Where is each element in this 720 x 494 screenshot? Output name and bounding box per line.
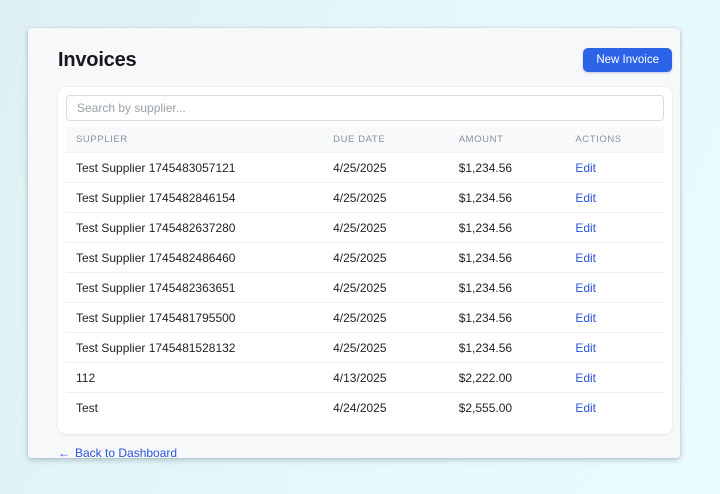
- cell-amount: $1,234.56: [458, 280, 513, 295]
- cell-supplier: Test Supplier 1745483057121: [76, 160, 236, 175]
- header-amount: Amount: [458, 134, 504, 145]
- table-row: 112 4/13/2025 $2,222.00 Edit: [66, 362, 664, 392]
- search-input[interactable]: [66, 95, 664, 121]
- table-header-row: Supplier Due Date Amount Actions: [66, 127, 664, 152]
- table-row: Test Supplier 1745482363651 4/25/2025 $1…: [66, 272, 664, 302]
- cell-supplier: Test Supplier 1745482486460: [76, 250, 236, 265]
- edit-link[interactable]: Edit: [575, 340, 596, 355]
- invoice-table: Supplier Due Date Amount Actions Test Su…: [66, 127, 664, 422]
- page-title: Invoices: [58, 48, 137, 71]
- cell-amount: $1,234.56: [458, 220, 513, 235]
- edit-link[interactable]: Edit: [575, 250, 596, 265]
- edit-link[interactable]: Edit: [575, 160, 596, 175]
- invoices-panel: Supplier Due Date Amount Actions Test Su…: [58, 87, 672, 434]
- cell-due-date: 4/24/2025: [333, 400, 387, 415]
- cell-due-date: 4/25/2025: [333, 340, 387, 355]
- cell-due-date: 4/13/2025: [333, 370, 387, 385]
- table-row: Test Supplier 1745481795500 4/25/2025 $1…: [66, 302, 664, 332]
- card-header: Invoices New Invoice: [58, 43, 672, 77]
- table-row: Test Supplier 1745483057121 4/25/2025 $1…: [66, 152, 664, 182]
- cell-due-date: 4/25/2025: [333, 220, 387, 235]
- cell-supplier: Test Supplier 1745482363651: [76, 280, 236, 295]
- table-row: Test Supplier 1745482846154 4/25/2025 $1…: [66, 182, 664, 212]
- cell-supplier: Test Supplier 1745481795500: [76, 310, 236, 325]
- edit-link[interactable]: Edit: [575, 220, 596, 235]
- back-to-dashboard-link[interactable]: ← Back to Dashboard: [58, 446, 177, 460]
- invoice-table-body: Test Supplier 1745483057121 4/25/2025 $1…: [66, 152, 664, 422]
- cell-supplier: 112: [76, 370, 96, 385]
- cell-due-date: 4/25/2025: [333, 160, 387, 175]
- left-arrow-icon: ←: [58, 446, 70, 460]
- cell-amount: $2,222.00: [458, 370, 513, 385]
- back-link-label: Back to Dashboard: [75, 446, 178, 460]
- edit-link[interactable]: Edit: [575, 370, 596, 385]
- edit-link[interactable]: Edit: [575, 280, 596, 295]
- cell-amount: $1,234.56: [458, 190, 513, 205]
- cell-due-date: 4/25/2025: [333, 280, 387, 295]
- cell-amount: $1,234.56: [458, 250, 513, 265]
- table-row: Test Supplier 1745482637280 4/25/2025 $1…: [66, 212, 664, 242]
- invoices-card: Invoices New Invoice Supplier Due Date A…: [28, 28, 680, 460]
- header-due-date: Due Date: [333, 134, 386, 145]
- cell-amount: $2,555.00: [458, 400, 513, 415]
- cell-amount: $1,234.56: [458, 310, 513, 325]
- cell-supplier: Test Supplier 1745481528132: [76, 340, 236, 355]
- cell-due-date: 4/25/2025: [333, 190, 387, 205]
- cell-amount: $1,234.56: [458, 160, 513, 175]
- table-row: Test Supplier 1745482486460 4/25/2025 $1…: [66, 242, 664, 272]
- cell-due-date: 4/25/2025: [333, 310, 387, 325]
- table-row: Test 4/24/2025 $2,555.00 Edit: [66, 392, 664, 422]
- table-row: Test Supplier 1745481528132 4/25/2025 $1…: [66, 332, 664, 362]
- edit-link[interactable]: Edit: [575, 190, 596, 205]
- cell-amount: $1,234.56: [458, 340, 513, 355]
- header-supplier: Supplier: [76, 134, 128, 145]
- cell-supplier: Test: [76, 400, 99, 415]
- header-actions: Actions: [575, 134, 622, 145]
- cell-due-date: 4/25/2025: [333, 250, 387, 265]
- new-invoice-button[interactable]: New Invoice: [583, 48, 672, 72]
- cell-supplier: Test Supplier 1745482846154: [76, 190, 236, 205]
- edit-link[interactable]: Edit: [575, 400, 596, 415]
- cell-supplier: Test Supplier 1745482637280: [76, 220, 236, 235]
- edit-link[interactable]: Edit: [575, 310, 596, 325]
